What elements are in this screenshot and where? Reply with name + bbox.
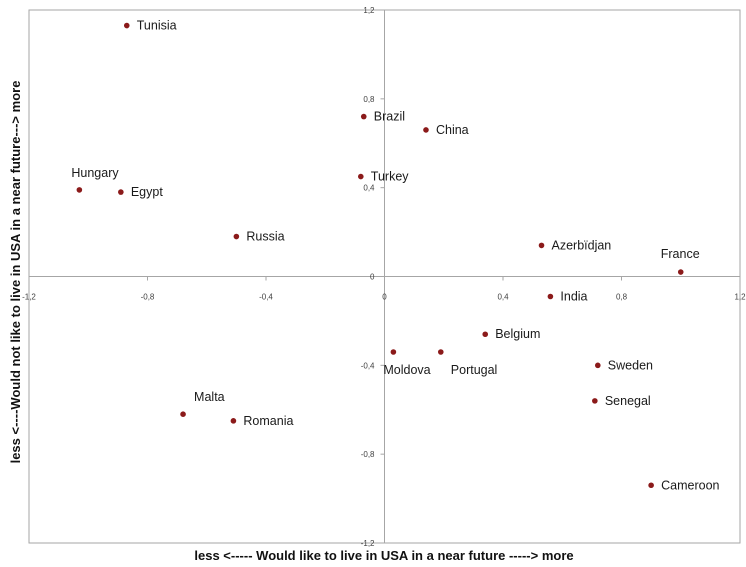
y-tick-label: 0,8 — [363, 95, 375, 104]
y-tick-label: 0,4 — [363, 184, 375, 193]
point-label: Sweden — [608, 358, 653, 372]
point-label: Turkey — [371, 170, 409, 184]
point-label: France — [661, 247, 700, 261]
data-point — [547, 293, 554, 300]
point-label: Senegal — [605, 394, 651, 408]
data-point — [595, 362, 601, 369]
data-point — [538, 242, 545, 249]
point-label: Tunisia — [137, 19, 177, 33]
point-label: Portugal — [451, 363, 498, 377]
data-point — [230, 418, 237, 424]
y-axis-ticks: -1,2 -0,8 -0,4 0 0,4 0,8 1,2 — [361, 6, 385, 548]
data-points: Tunisia Brazil China Hungary Egypt Turkey Russ… — [71, 19, 719, 493]
point-label: Belgium — [495, 327, 540, 341]
data-point — [233, 233, 240, 240]
data-point — [76, 187, 83, 193]
x-tick-label: -0,4 — [259, 293, 273, 302]
x-tick-label: 0,4 — [497, 293, 509, 302]
data-point — [358, 173, 364, 180]
x-tick-label: -1,2 — [22, 293, 36, 302]
data-point — [123, 22, 130, 29]
point-label: Cameroon — [661, 478, 719, 492]
point-label: Hungary — [71, 166, 119, 180]
point-label: Romania — [243, 414, 293, 428]
data-point — [677, 269, 684, 275]
point-label: Moldova — [383, 363, 430, 377]
point-label: Russia — [246, 230, 284, 244]
data-point — [390, 349, 397, 355]
data-point — [118, 189, 124, 195]
x-axis-ticks: -1,2 -0,8 -0,4 0 0,4 0,8 1,2 — [22, 276, 746, 302]
data-point — [648, 482, 654, 489]
x-tick-label: 0,8 — [616, 293, 628, 302]
x-axis-title: less <----- Would like to live in USA in… — [194, 548, 573, 563]
point-label: Egypt — [131, 185, 163, 199]
x-tick-label: -0,8 — [141, 293, 155, 302]
point-label: Malta — [194, 390, 225, 404]
y-tick-label: -0,8 — [361, 450, 375, 459]
y-tick-label: 1,2 — [363, 6, 375, 15]
y-tick-label: -0,4 — [361, 361, 375, 370]
data-point — [180, 411, 186, 417]
point-label: China — [436, 123, 469, 137]
point-label: Azerbïdjan — [552, 238, 612, 252]
point-label: Brazil — [374, 110, 405, 124]
data-point — [360, 113, 367, 120]
data-point — [423, 127, 429, 133]
data-point — [437, 349, 444, 355]
y-axis-title: less <----Would not like to live in USA … — [8, 81, 23, 464]
y-tick-label: 0 — [370, 273, 375, 282]
x-tick-label: 1,2 — [734, 293, 746, 302]
x-tick-label: 0 — [382, 293, 387, 302]
data-point — [482, 331, 489, 338]
y-tick-label: -1,2 — [361, 539, 375, 548]
point-label: India — [560, 289, 587, 303]
data-point — [592, 398, 598, 404]
